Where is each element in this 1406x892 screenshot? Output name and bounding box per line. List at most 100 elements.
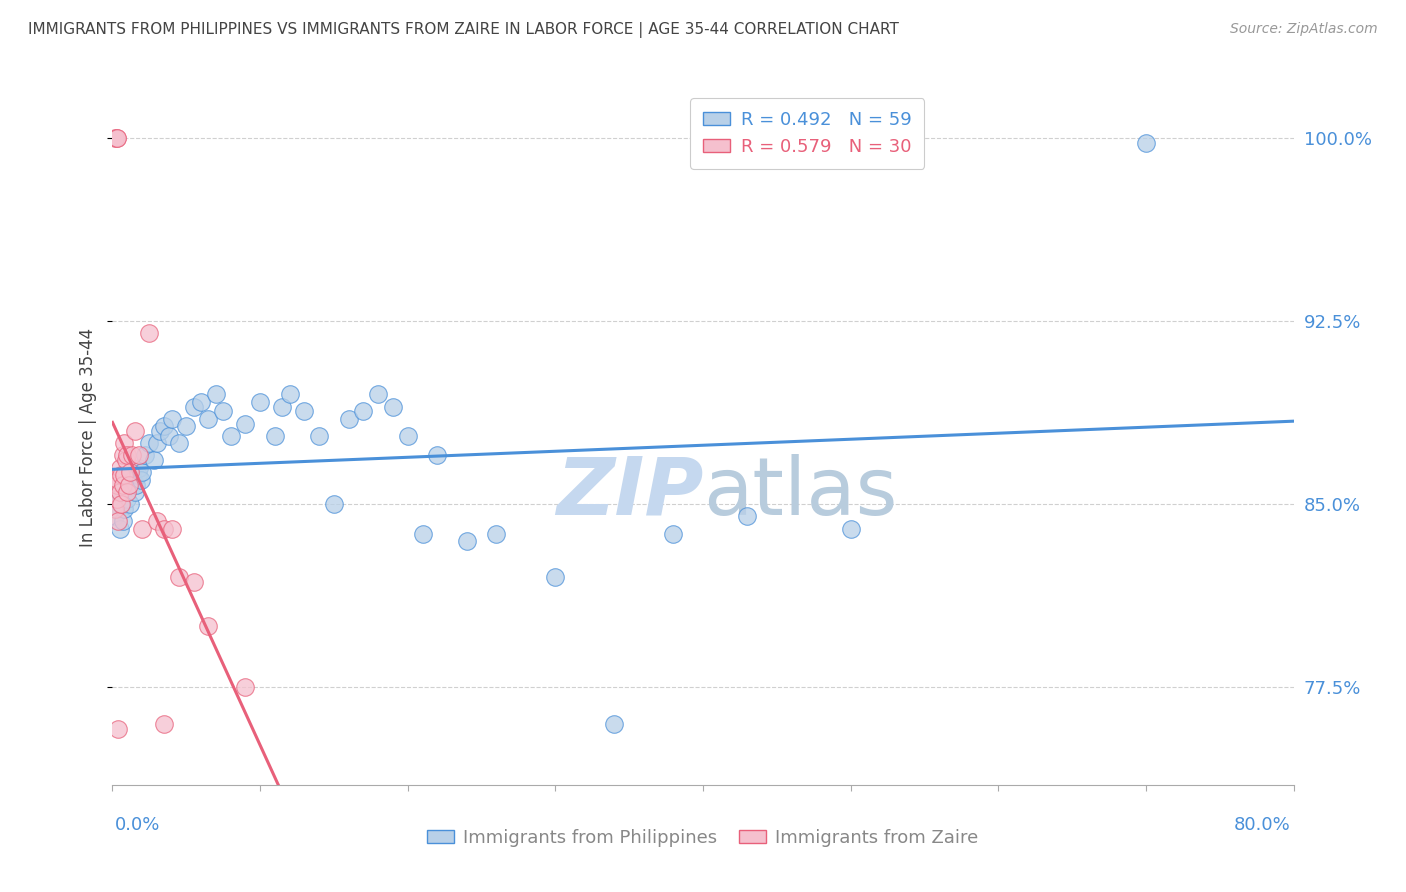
- Text: 0.0%: 0.0%: [115, 816, 160, 834]
- Point: [107, 514, 129, 528]
- Point: [264, 429, 287, 443]
- Point: [382, 400, 405, 414]
- Point: [107, 492, 129, 507]
- Point: [111, 477, 134, 491]
- Point: [167, 570, 190, 584]
- Point: [134, 449, 156, 463]
- Point: [107, 722, 129, 736]
- Point: [456, 533, 478, 548]
- Point: [146, 436, 169, 450]
- Point: [117, 485, 138, 500]
- Point: [104, 131, 127, 145]
- Point: [110, 497, 132, 511]
- Point: [271, 400, 294, 414]
- Point: [233, 417, 256, 431]
- Point: [367, 387, 389, 401]
- Point: [603, 717, 626, 731]
- Point: [138, 436, 160, 450]
- Point: [142, 453, 165, 467]
- Point: [105, 502, 128, 516]
- Point: [124, 424, 146, 438]
- Point: [146, 514, 169, 528]
- Point: [112, 502, 135, 516]
- Point: [292, 404, 315, 418]
- Point: [122, 473, 145, 487]
- Text: IMMIGRANTS FROM PHILIPPINES VS IMMIGRANTS FROM ZAIRE IN LABOR FORCE | AGE 35-44 : IMMIGRANTS FROM PHILIPPINES VS IMMIGRANT…: [28, 22, 898, 38]
- Point: [278, 387, 301, 401]
- Point: [131, 466, 153, 480]
- Point: [111, 449, 134, 463]
- Point: [411, 526, 433, 541]
- Point: [120, 497, 142, 511]
- Point: [197, 619, 219, 633]
- Point: [121, 449, 143, 463]
- Point: [233, 681, 256, 695]
- Point: [112, 467, 135, 482]
- Point: [149, 424, 172, 438]
- Point: [183, 575, 205, 590]
- Point: [108, 460, 131, 475]
- Point: [183, 400, 205, 414]
- Point: [111, 514, 134, 528]
- Point: [112, 436, 135, 450]
- Point: [117, 492, 138, 507]
- Point: [167, 436, 190, 450]
- Point: [662, 526, 685, 541]
- Y-axis label: In Labor Force | Age 35-44: In Labor Force | Age 35-44: [79, 327, 97, 547]
- Point: [107, 473, 129, 487]
- Point: [110, 467, 132, 482]
- Text: 80.0%: 80.0%: [1234, 816, 1291, 834]
- Point: [129, 473, 152, 487]
- Point: [352, 404, 374, 418]
- Point: [118, 477, 141, 491]
- Text: atlas: atlas: [703, 454, 897, 532]
- Point: [118, 477, 141, 491]
- Point: [108, 522, 131, 536]
- Point: [121, 467, 143, 482]
- Point: [138, 326, 160, 341]
- Point: [153, 419, 176, 434]
- Point: [219, 429, 242, 443]
- Point: [108, 485, 131, 500]
- Point: [120, 466, 142, 480]
- Point: [249, 394, 271, 409]
- Point: [544, 570, 567, 584]
- Point: [190, 394, 212, 409]
- Text: Source: ZipAtlas.com: Source: ZipAtlas.com: [1230, 22, 1378, 37]
- Point: [131, 522, 153, 536]
- Point: [212, 404, 235, 418]
- Point: [157, 429, 180, 443]
- Point: [108, 485, 131, 500]
- Point: [197, 411, 219, 425]
- Point: [105, 131, 128, 145]
- Point: [110, 497, 132, 511]
- Point: [308, 429, 330, 443]
- Point: [485, 526, 508, 541]
- Point: [426, 449, 449, 463]
- Point: [337, 411, 360, 425]
- Point: [127, 467, 149, 482]
- Point: [104, 509, 127, 524]
- Point: [323, 497, 346, 511]
- Point: [160, 411, 183, 425]
- Legend: Immigrants from Philippines, Immigrants from Zaire: Immigrants from Philippines, Immigrants …: [419, 820, 987, 856]
- Point: [124, 485, 146, 500]
- Point: [737, 509, 759, 524]
- Point: [114, 453, 136, 467]
- Point: [104, 502, 127, 516]
- Point: [396, 429, 419, 443]
- Point: [114, 485, 136, 500]
- Point: [153, 522, 176, 536]
- Point: [174, 419, 197, 434]
- Point: [1135, 136, 1157, 150]
- Point: [839, 522, 862, 536]
- Point: [153, 717, 176, 731]
- Point: [128, 460, 150, 475]
- Point: [160, 522, 183, 536]
- Point: [128, 449, 150, 463]
- Point: [117, 449, 138, 463]
- Point: [205, 387, 228, 401]
- Point: [125, 477, 148, 491]
- Point: [105, 477, 128, 491]
- Point: [105, 131, 128, 145]
